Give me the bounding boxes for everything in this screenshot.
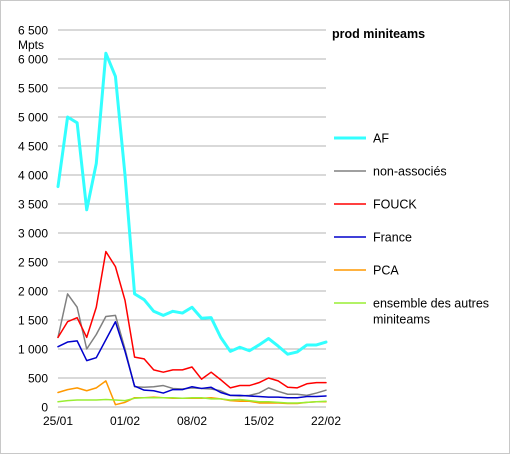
y-tick-label: 5 000 [18,111,48,125]
y-tick-label: 4 500 [18,140,48,154]
series-line [57,320,327,399]
y-tick-label: 2 000 [18,285,48,299]
y-tick-label: 6 500 [18,24,48,38]
x-tick-label: 25/01 [43,414,73,428]
legend-label: FOUCK [373,198,417,212]
grid-lines [58,29,326,408]
x-tick-label: 15/02 [244,414,274,428]
y-tick-label: 1 000 [18,343,48,357]
legend-label: PCA [373,264,399,278]
y-axis: 0 500 1 000 1 500 2 000 2 500 3 000 3 500 4 000 4… [18,24,48,415]
y-tick-label: 2 500 [18,256,48,270]
y-tick-label: 1 500 [18,314,48,328]
chart-title: prod miniteams [332,27,425,41]
y-tick-label: 4 000 [18,169,48,183]
y-tick-label: 3 000 [18,227,48,241]
series-line [57,293,327,397]
series-line [57,250,327,389]
x-tick-label: 22/02 [311,414,341,428]
y-tick-label: 5 500 [18,82,48,96]
y-tick-label: 6 000 [18,53,48,67]
series-lines [56,51,328,406]
x-tick-label: 08/02 [177,414,207,428]
legend-label: France [373,231,412,245]
legend: AF non-associés FOUCK France PCA ensemble des… [334,132,489,327]
series-line [57,380,327,406]
y-tick-label: 500 [28,372,48,386]
legend-label: non-associés [373,165,447,179]
y-tick-label: 0 [41,401,48,415]
y-tick-label: 3 500 [18,198,48,212]
legend-label: AF [373,132,389,146]
series-line [57,396,327,404]
y-axis-unit-label: Mpts [18,38,44,52]
x-axis: 25/01 01/02 08/02 15/02 22/02 [43,414,341,428]
series-line [56,51,328,356]
x-tick-label: 01/02 [110,414,140,428]
legend-label: ensemble des autres miniteams [373,297,489,327]
